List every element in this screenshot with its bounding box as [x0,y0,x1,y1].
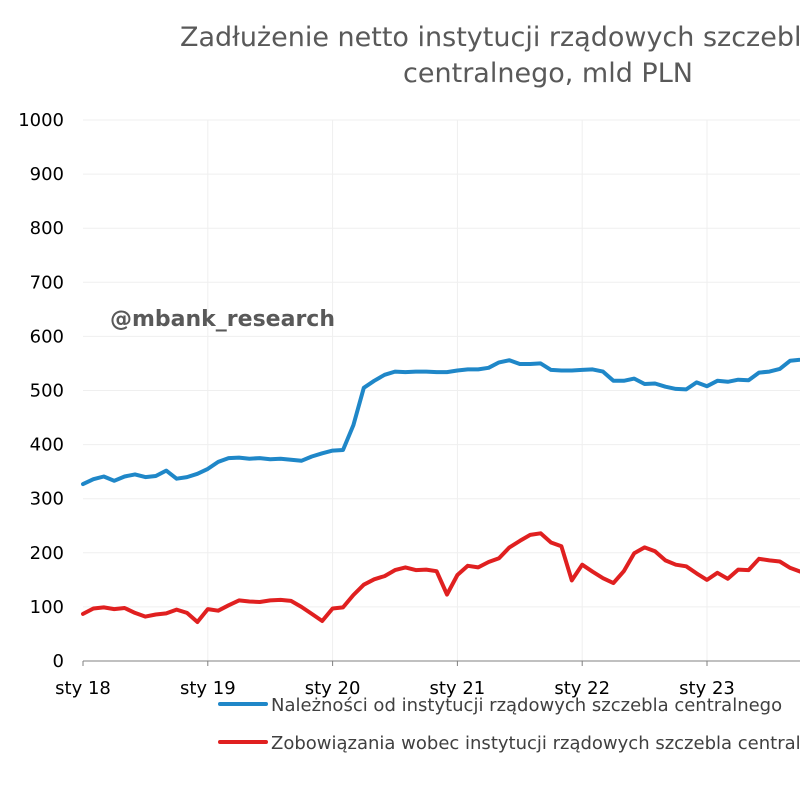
chart-title-line-1: Zadłużenie netto instytucji rządowych sz… [180,22,800,53]
watermark-text: @mbank_research [110,307,335,332]
y-tick-label: 100 [30,597,64,618]
y-tick-label: 700 [30,272,64,293]
y-tick-label: 0 [53,651,64,672]
x-tick-label: sty 22 [554,678,610,699]
x-tick-label: sty 20 [305,678,361,699]
series-line-2 [81,531,800,624]
legend: Należności od instytucji rządowych szcze… [218,695,800,754]
y-tick-label: 1000 [18,110,64,131]
y-tick-label: 500 [30,381,64,402]
chart-title-line-2: centralnego, mld PLN [403,58,693,89]
legend-label: Zobowiązania wobec instytucji rządowych … [271,733,800,754]
x-axis: sty 18 sty 19 sty 20 sty 21 sty 22 sty 23 [55,660,800,699]
x-tick-label: sty 23 [679,678,735,699]
chart-title: Zadłużenie netto instytucji rządowych sz… [180,22,800,89]
y-tick-label: 200 [30,543,64,564]
legend-label: Należności od instytucji rządowych szcze… [271,695,782,716]
x-tick-label: sty 21 [430,678,486,699]
y-tick-label: 400 [30,435,64,456]
y-tick-label: 900 [30,164,64,185]
series-line-1 [81,357,800,487]
y-tick-label: 300 [30,489,64,510]
series-lines [81,357,800,624]
y-tick-label: 800 [30,218,64,239]
gridlines [83,119,800,661]
y-tick-label: 600 [30,326,64,347]
x-tick-label: sty 18 [55,678,111,699]
y-axis: 0 100 200 300 400 500 600 700 800 900 1000 [18,110,64,672]
x-tick-label: sty 19 [180,678,236,699]
